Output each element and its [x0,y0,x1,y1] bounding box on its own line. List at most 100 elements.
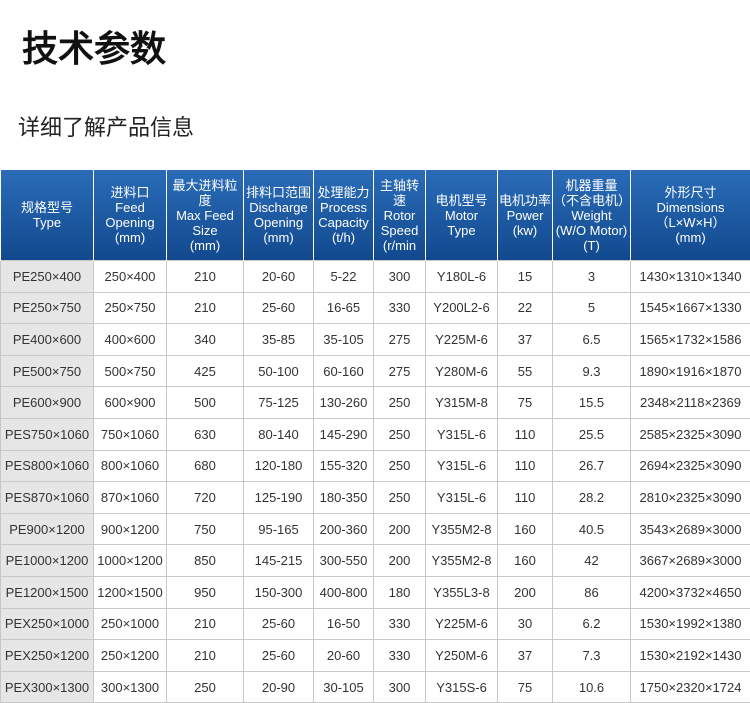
table-row: PE400×600 400×600 340 35-85 35-105 275 Y225M-6… [0,323,750,356]
header-line: (t/h) [331,230,356,245]
table-cell: Y225M-6 [425,607,498,641]
table-cell: 1890×1916×1870 [630,354,750,388]
table-cell: 16-65 [313,291,374,325]
header-line: Size [192,222,218,238]
model-cell: PEX250×1000 [0,607,94,641]
table-cell: 1200×1500 [93,575,167,609]
model-cell: PE250×750 [0,291,94,325]
table-cell: Y280M-6 [425,354,498,388]
table-cell: 2585×2325×3090 [630,417,750,451]
table-cell: 200 [497,575,553,609]
table-row: PE600×900 600×900 500 75-125 130-260 250 Y315M… [0,386,750,419]
table-cell: 400-800 [313,575,374,609]
table-cell: 155-320 [313,449,374,483]
header-line: （L×W×H） [655,215,726,230]
table-cell: 210 [166,639,244,672]
table-cell: 330 [373,639,426,672]
table-row: PES750×1060 750×1060 630 80-140 145-290 250 Y3… [0,417,750,451]
table-cell: 10.6 [552,670,631,703]
table-cell: 425 [166,354,244,388]
model-cell: PEX250×1200 [0,639,94,672]
table-cell: 3543×2689×3000 [630,512,750,546]
table-cell: 145-215 [243,544,314,577]
header-line: Process [320,200,367,215]
header-row: 规格型号 Type 进料口 Feed Opening (mm) 最大进料粒度 Max Feed… [0,170,750,261]
model-cell: PE500×750 [0,354,94,388]
header-line: 电机型号 [435,192,488,208]
table-cell: 680 [166,449,244,483]
table-cell: 250 [373,417,426,451]
header-line: (W/O Motor) [555,222,628,238]
header-line: Dimensions [656,200,725,215]
table-cell: 250 [373,386,426,419]
table-cell: 160 [497,544,553,577]
table-cell: 75-125 [243,386,314,419]
header-line: Weight [571,207,612,223]
table-cell: 125-190 [243,481,314,514]
table-cell: 4200×3732×4650 [630,575,750,609]
table-cell: Y315L-6 [425,481,498,514]
table-cell: 30-105 [313,670,374,703]
table-cell: 15.5 [552,386,631,419]
table-cell: 210 [166,260,244,293]
table-cell: 35-105 [313,323,374,356]
header-line: 外形尺寸 [664,185,717,200]
table-cell: 25.5 [552,417,631,451]
spec-table: 规格型号 Type 进料口 Feed Opening (mm) 最大进料粒度 Max Feed… [0,170,750,703]
model-cell: PES800×1060 [0,449,94,483]
table-cell: 180 [373,575,426,609]
table-cell: 20-60 [243,260,314,293]
table-body: PE250×400 250×400 210 20-60 5-22 300 Y180L-6 15… [0,260,750,703]
table-cell: 1545×1667×1330 [630,291,750,325]
table-cell: 340 [166,323,244,356]
column-header: 进料口 Feed Opening (mm) [93,170,167,261]
table-cell: 25-60 [243,607,314,641]
table-cell: Y315S-6 [425,670,498,703]
table-cell: 2348×2118×2369 [630,386,750,419]
table-cell: 35-85 [243,323,314,356]
table-cell: 200 [373,544,426,577]
table-cell: 200-360 [313,512,374,546]
table-cell: 5-22 [313,260,374,293]
table-cell: 25-60 [243,291,314,325]
table-cell: 300-550 [313,544,374,577]
table-cell: 1000×1200 [93,544,167,577]
table-cell: Y315L-6 [425,449,498,483]
table-cell: 870×1060 [93,481,167,514]
table-row: PES800×1060 800×1060 680 120-180 155-320 250 Y… [0,449,750,483]
page-title: 技术参数 [22,28,167,69]
table-cell: 275 [373,323,426,356]
table-cell: 42 [552,544,631,577]
table-row: PE250×750 250×750 210 25-60 16-65 330 Y200L2-6… [0,291,750,325]
header-line: (kw) [512,222,538,238]
header-line: (mm) [114,230,146,245]
table-cell: 86 [552,575,631,609]
table-cell: 1565×1732×1586 [630,323,750,356]
table-row: PES870×1060 870×1060 720 125-190 180-350 250 Y… [0,481,750,514]
table-cell: 50-100 [243,354,314,388]
table-cell: 95-165 [243,512,314,546]
table-cell: Y250M-6 [425,639,498,672]
table-cell: Y180L-6 [425,260,498,293]
table-cell: 5 [552,291,631,325]
header-line: 处理能力 [317,185,370,200]
table-cell: 7.3 [552,639,631,672]
table-cell: 850 [166,544,244,577]
model-cell: PES870×1060 [0,481,94,514]
table-row: PE1000×1200 1000×1200 850 145-215 300-550 200… [0,544,750,577]
table-cell: 750 [166,512,244,546]
column-header: 电机型号 Motor Type [425,170,498,261]
table-cell: 250×1000 [93,607,167,641]
table-cell: 55 [497,354,553,388]
table-row: PEX250×1000 250×1000 210 25-60 16-50 330 Y225M… [0,607,750,641]
table-cell: 250 [373,449,426,483]
table-cell: 30 [497,607,553,641]
table-cell: 200 [373,512,426,546]
table-cell: 15 [497,260,553,293]
model-cell: PEX300×1300 [0,670,94,703]
table-cell: 300 [373,670,426,703]
table-cell: 300×1300 [93,670,167,703]
table-cell: 22 [497,291,553,325]
table-cell: 250×750 [93,291,167,325]
